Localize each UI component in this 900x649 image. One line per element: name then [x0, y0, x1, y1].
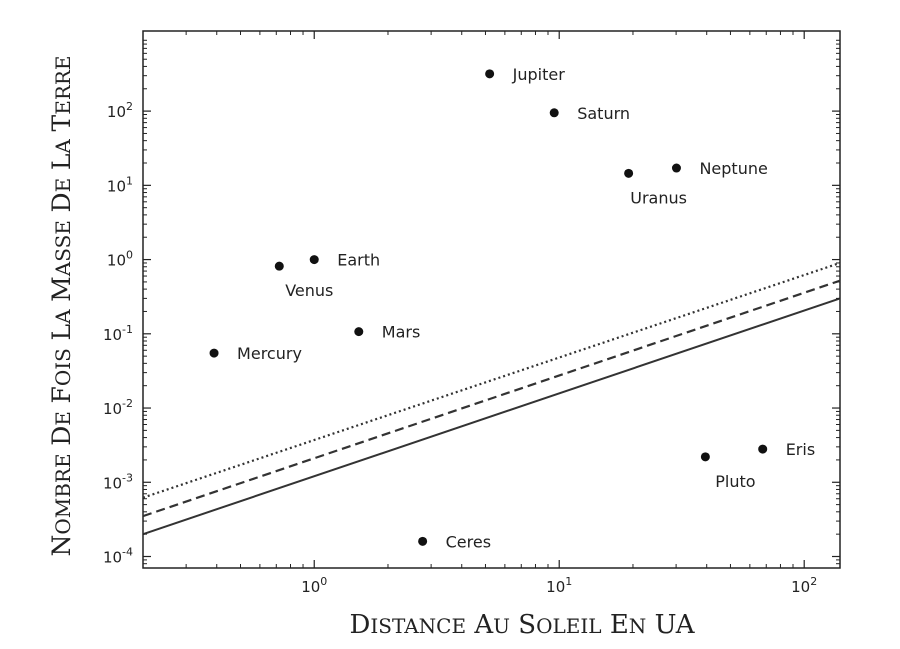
trend-line-solid — [142, 297, 841, 536]
point-label-mars: Mars — [382, 323, 421, 342]
y-tick-label: 10-4 — [103, 546, 133, 567]
axis-ticks: 100 101 102 10-4 10-3 10-2 10-1 100 101 102 — [103, 31, 840, 596]
point-pluto — [700, 452, 710, 462]
trend-line-dashed — [142, 279, 841, 518]
point-eris — [758, 444, 768, 454]
point-jupiter — [485, 69, 495, 79]
point-ceres — [418, 536, 428, 546]
point-label-jupiter: Jupiter — [512, 65, 566, 84]
point-uranus — [624, 168, 634, 178]
point-label-pluto: Pluto — [715, 472, 755, 491]
point-label-saturn: Saturn — [577, 104, 630, 123]
point-earth — [309, 255, 319, 265]
point-label-venus: Venus — [285, 281, 333, 300]
y-axis-title: NOMBRE DE FOIS LA MASSE DE LA TERRE — [47, 55, 76, 556]
point-label-neptune: Neptune — [699, 159, 767, 178]
point-label-ceres: Ceres — [446, 532, 491, 551]
y-tick-label: 102 — [107, 100, 133, 121]
point-mars — [354, 327, 364, 337]
x-tick-label: 101 — [546, 575, 572, 596]
point-label-mercury: Mercury — [237, 344, 302, 363]
trend-lines — [142, 261, 841, 536]
point-venus — [274, 261, 284, 271]
y-tick-label: 100 — [107, 249, 133, 270]
x-tick-label: 100 — [301, 575, 327, 596]
point-label-earth: Earth — [337, 251, 380, 270]
y-tick-label: 10-3 — [103, 471, 133, 492]
y-tick-label: 10-1 — [103, 323, 133, 344]
x-axis-title: DISTANCE AU SOLEIL EN UA — [350, 610, 696, 640]
y-tick-label: 10-2 — [103, 397, 133, 418]
point-neptune — [671, 163, 681, 173]
point-saturn — [549, 108, 559, 118]
point-label-uranus: Uranus — [630, 188, 687, 207]
point-mercury — [209, 348, 219, 358]
x-tick-label: 102 — [791, 575, 817, 596]
point-label-eris: Eris — [786, 440, 815, 459]
plot-area — [142, 30, 841, 569]
y-tick-label: 101 — [107, 174, 133, 195]
